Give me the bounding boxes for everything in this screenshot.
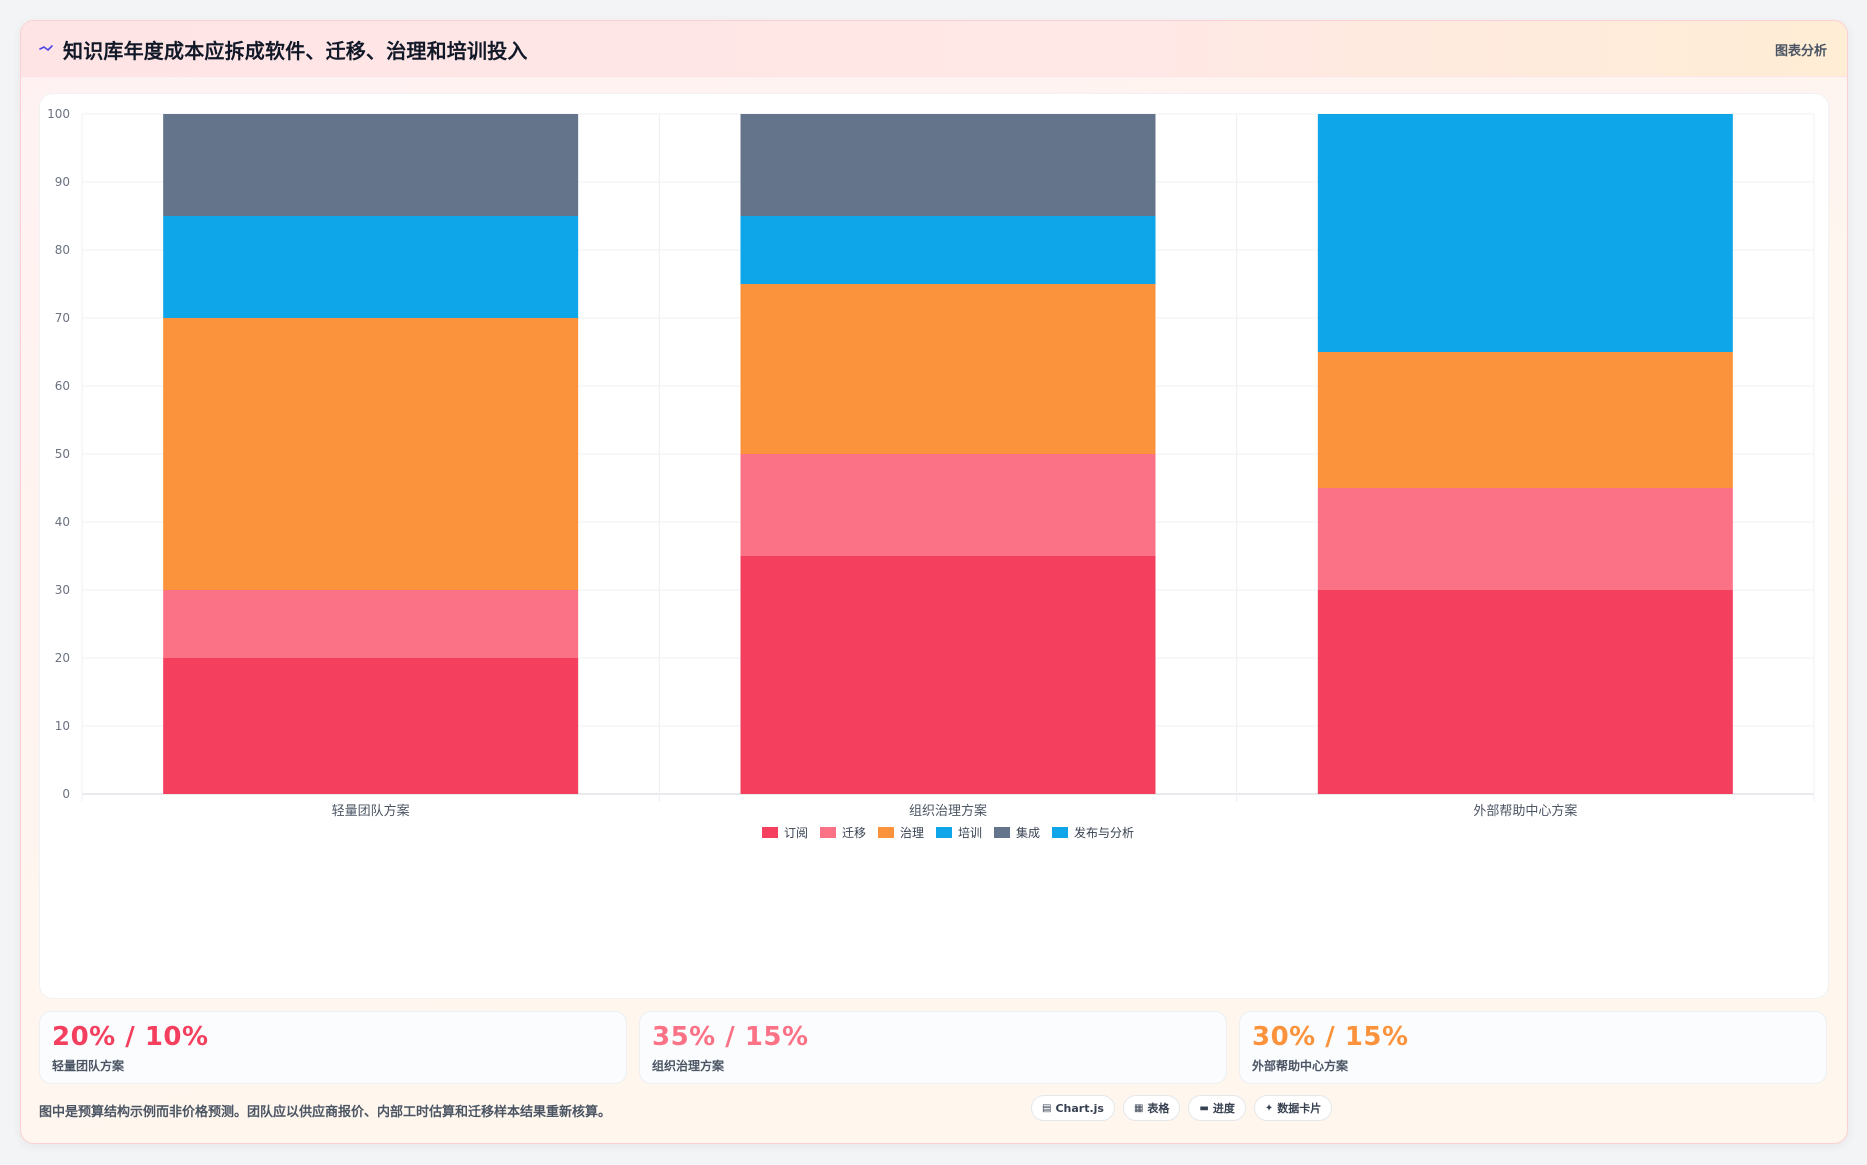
stat-card: 35% / 15% 组织治理方案 bbox=[639, 1011, 1227, 1084]
bar-segment[interactable] bbox=[1317, 114, 1733, 352]
progress-icon: ▬ bbox=[1199, 1102, 1209, 1114]
chart-panel: 知识库年度成本应拆成软件、迁移、治理和培训投入 图表分析 0 10 20 30 40 50… bbox=[20, 20, 1848, 1144]
y-tick-label: 20 bbox=[55, 651, 70, 665]
legend-label: 集成 bbox=[1016, 825, 1040, 840]
y-tick-label: 40 bbox=[55, 515, 70, 529]
bar-segment[interactable] bbox=[1317, 352, 1733, 488]
panel-header: 知识库年度成本应拆成软件、迁移、治理和培训投入 图表分析 bbox=[21, 21, 1847, 77]
progress-pill[interactable]: ▬ 进度 bbox=[1188, 1095, 1246, 1121]
stacked-bar-chart: 0 10 20 30 40 50 60 70 80 90 100 轻量团队方案 组织治理方案 外部帮助中心… bbox=[47, 107, 1815, 840]
chartjs-pill[interactable]: ▤ Chart.js bbox=[1031, 1095, 1115, 1121]
y-tick-label: 0 bbox=[62, 787, 70, 801]
bar-segment[interactable] bbox=[740, 556, 1156, 794]
legend-label: 发布与分析 bbox=[1074, 825, 1134, 840]
legend-label: 订阅 bbox=[784, 826, 808, 840]
bar-segment[interactable] bbox=[740, 454, 1156, 556]
legend-label: 治理 bbox=[900, 826, 924, 840]
bar-segment[interactable] bbox=[740, 216, 1156, 284]
chart-title: 知识库年度成本应拆成软件、迁移、治理和培训投入 bbox=[63, 39, 528, 63]
chart-card: 0 10 20 30 40 50 60 70 80 90 100 轻量团队方案 组织治理方案 外部帮助中心… bbox=[39, 93, 1829, 999]
legend-swatch bbox=[820, 827, 836, 838]
y-tick-label: 50 bbox=[55, 447, 70, 461]
x-tick-label: 组织治理方案 bbox=[909, 803, 987, 819]
stat-value: 35% / 15% bbox=[652, 1022, 809, 1052]
legend-swatch bbox=[878, 827, 894, 838]
y-tick-label: 30 bbox=[55, 583, 70, 597]
legend-label: 迁移 bbox=[842, 826, 866, 840]
x-tick-label: 轻量团队方案 bbox=[332, 803, 410, 819]
bar-segment[interactable] bbox=[740, 114, 1156, 216]
legend-swatch bbox=[1052, 827, 1068, 838]
bar-segment[interactable] bbox=[163, 216, 579, 318]
y-tick-label: 60 bbox=[55, 379, 70, 393]
data-card-pill[interactable]: ✦ 数据卡片 bbox=[1253, 1095, 1333, 1121]
table-pill[interactable]: ▦ 表格 bbox=[1122, 1095, 1181, 1121]
chart-icon: ▤ bbox=[1042, 1102, 1052, 1114]
stat-cards: 20% / 10% 轻量团队方案 35% / 15% 组织治理方案 30% / … bbox=[39, 1011, 1827, 1084]
stat-label: 组织治理方案 bbox=[652, 1059, 725, 1073]
legend-swatch bbox=[762, 827, 778, 838]
stat-label: 轻量团队方案 bbox=[52, 1059, 125, 1073]
bar-segment[interactable] bbox=[163, 114, 579, 216]
y-tick-label: 80 bbox=[55, 243, 70, 257]
stat-label: 外部帮助中心方案 bbox=[1252, 1059, 1349, 1073]
y-tick-label: 10 bbox=[55, 719, 70, 733]
x-tick-label: 外部帮助中心方案 bbox=[1473, 803, 1577, 819]
pill-label: Chart.js bbox=[1055, 1101, 1104, 1115]
y-tick-label: 70 bbox=[55, 311, 70, 325]
bar-segment[interactable] bbox=[740, 284, 1156, 454]
bar-segment[interactable] bbox=[163, 318, 579, 590]
view-switcher: ▤ Chart.js ▦ 表格 ▬ 进度 ✦ 数据卡片 bbox=[1031, 1095, 1333, 1121]
legend-swatch bbox=[936, 827, 952, 838]
trend-line-icon bbox=[39, 45, 53, 51]
legend-label: 培训 bbox=[958, 825, 982, 840]
stat-value: 20% / 10% bbox=[52, 1022, 209, 1052]
footnote: 图中是预算结构示例而非价格预测。团队应以供应商报价、内部工时估算和迁移样本结果重… bbox=[39, 1105, 612, 1120]
bar-segment[interactable] bbox=[163, 658, 579, 794]
y-tick-label: 90 bbox=[55, 175, 70, 189]
bar-segment[interactable] bbox=[163, 590, 579, 658]
pill-label: 进度 bbox=[1212, 1102, 1235, 1115]
bar-segment[interactable] bbox=[1317, 488, 1733, 590]
legend-swatch bbox=[994, 827, 1010, 838]
sparkle-icon: ✦ bbox=[1264, 1102, 1274, 1114]
stat-card: 30% / 15% 外部帮助中心方案 bbox=[1239, 1011, 1827, 1084]
stat-value: 30% / 15% bbox=[1252, 1022, 1409, 1052]
pill-label: 表格 bbox=[1147, 1102, 1170, 1115]
table-icon: ▦ bbox=[1133, 1102, 1144, 1114]
y-tick-label: 100 bbox=[47, 107, 70, 121]
chart-analysis-link[interactable]: 图表分析 bbox=[1774, 44, 1827, 59]
pill-label: 数据卡片 bbox=[1277, 1102, 1322, 1115]
stat-card: 20% / 10% 轻量团队方案 bbox=[39, 1011, 627, 1084]
bar-segment[interactable] bbox=[1317, 590, 1733, 794]
